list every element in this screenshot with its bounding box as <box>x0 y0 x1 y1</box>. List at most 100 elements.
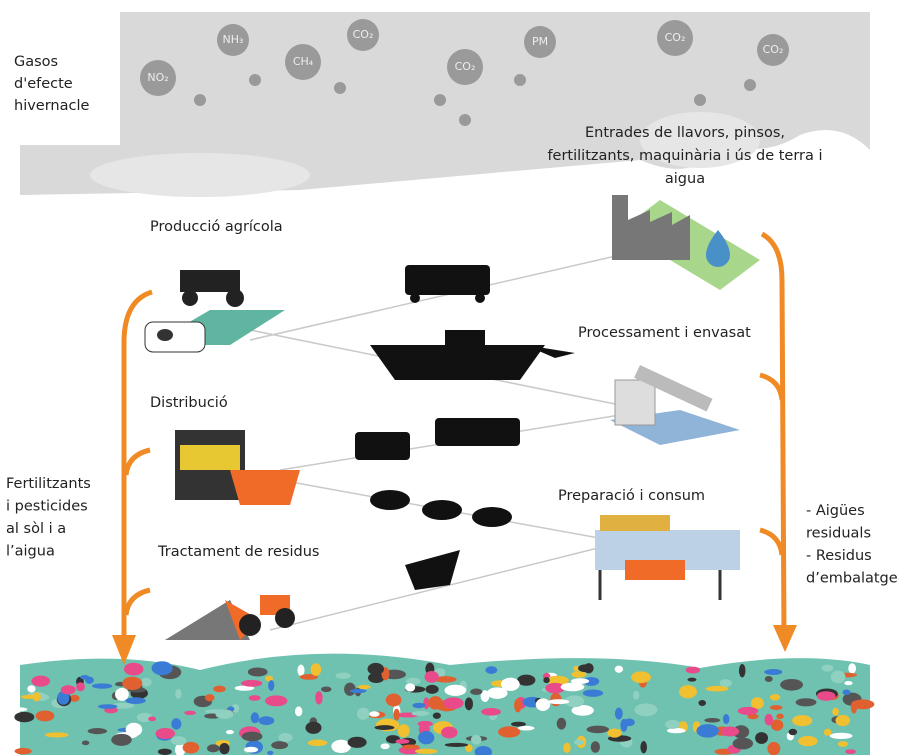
kitchen <box>595 515 740 600</box>
debris <box>357 684 371 690</box>
debris <box>685 666 701 674</box>
debris <box>397 724 410 738</box>
debris <box>573 739 584 746</box>
debris <box>31 675 51 687</box>
gas-bubble <box>140 60 176 96</box>
debris <box>411 711 430 717</box>
debris <box>547 699 570 705</box>
debris <box>76 682 85 692</box>
debris <box>470 688 483 695</box>
debris <box>385 693 402 707</box>
debris <box>307 739 328 747</box>
debris <box>481 708 501 716</box>
transport <box>355 265 575 590</box>
debris <box>207 744 220 753</box>
debris <box>258 716 275 726</box>
debris <box>405 683 416 692</box>
debris <box>69 694 80 702</box>
debris <box>219 743 230 755</box>
debris <box>294 706 303 717</box>
debris <box>97 704 118 709</box>
debris <box>81 740 90 746</box>
debris <box>115 687 129 701</box>
debris <box>844 681 853 686</box>
gas-label: CO₂ <box>763 43 784 56</box>
gas-dot <box>334 82 346 94</box>
debris <box>425 684 439 694</box>
debris <box>835 714 851 727</box>
debris <box>517 725 535 731</box>
debris <box>719 679 732 688</box>
debris <box>795 698 817 707</box>
gas-bubble <box>217 24 249 56</box>
debris <box>770 719 784 731</box>
debris <box>665 719 681 729</box>
debris <box>705 685 729 692</box>
label: aigua <box>665 171 705 187</box>
debris <box>545 682 566 694</box>
debris <box>268 680 275 691</box>
gas-label: PM <box>532 35 548 48</box>
debris <box>380 743 390 750</box>
debris <box>140 677 152 687</box>
debris <box>271 741 288 750</box>
gas-dot <box>249 74 261 86</box>
label: residuals <box>806 526 871 542</box>
label: i pesticides <box>6 499 88 515</box>
garbage-band <box>12 653 875 755</box>
debris <box>767 741 781 755</box>
debris <box>722 714 730 725</box>
debris <box>414 748 438 754</box>
debris <box>148 716 157 722</box>
flow-arrows <box>121 231 787 650</box>
debris <box>464 697 473 711</box>
debris <box>374 725 395 730</box>
debris <box>12 707 28 712</box>
debris <box>573 665 580 672</box>
debris <box>816 691 836 701</box>
label: Gasos <box>14 54 58 70</box>
label: Entrades de llavors, pinsos, <box>585 125 785 141</box>
debris <box>780 678 803 691</box>
debris <box>182 741 200 754</box>
debris <box>720 726 740 737</box>
debris <box>837 741 848 747</box>
debris <box>823 728 832 736</box>
debris <box>687 677 697 682</box>
debris <box>570 678 590 684</box>
debris <box>764 713 774 726</box>
debris <box>798 735 818 747</box>
debris <box>297 664 305 677</box>
debris <box>535 698 551 712</box>
debris <box>44 732 69 738</box>
debris <box>151 661 173 676</box>
debris <box>678 685 697 699</box>
debris <box>424 670 439 683</box>
gas-bubble <box>757 34 789 66</box>
debris <box>563 742 571 753</box>
debris <box>234 685 255 691</box>
debris <box>738 663 746 678</box>
debris <box>546 675 569 686</box>
debris <box>14 711 35 723</box>
debris <box>432 712 441 719</box>
debris <box>418 731 435 745</box>
debris <box>586 725 610 734</box>
debris <box>60 685 76 695</box>
processing <box>610 364 740 445</box>
gas-bubble <box>285 44 321 80</box>
debris <box>401 744 420 750</box>
cloud <box>20 12 870 197</box>
debris <box>241 679 263 687</box>
debris <box>443 697 464 709</box>
gas-bubble <box>347 19 379 51</box>
debris <box>368 672 385 683</box>
debris <box>590 741 601 753</box>
debris <box>174 743 186 755</box>
debris <box>123 662 144 676</box>
debris <box>57 691 70 705</box>
gas-dot <box>694 94 706 106</box>
debris <box>171 718 182 730</box>
debris <box>498 726 521 738</box>
label: al sòl i a <box>6 521 66 537</box>
